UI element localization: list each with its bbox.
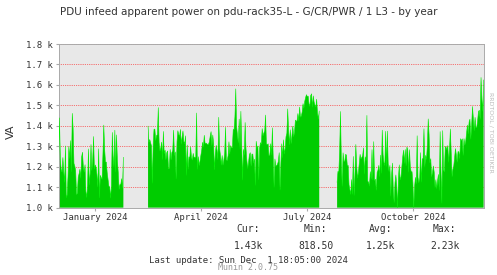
Text: 818.50: 818.50 — [298, 241, 333, 251]
Text: RRDTOOL / TOBI OETIKER: RRDTOOL / TOBI OETIKER — [489, 92, 494, 172]
Text: VA: VA — [6, 125, 16, 139]
Text: 1.43k: 1.43k — [234, 241, 263, 251]
Text: Max:: Max: — [433, 224, 457, 234]
Text: Cur:: Cur: — [237, 224, 260, 234]
Text: 1.25k: 1.25k — [365, 241, 395, 251]
Text: Avg:: Avg: — [368, 224, 392, 234]
Text: PDU infeed apparent power on pdu-rack35-L - G/CR/PWR / 1 L3 - by year: PDU infeed apparent power on pdu-rack35-… — [60, 7, 437, 17]
Text: Min:: Min: — [304, 224, 328, 234]
Text: Last update: Sun Dec  1 18:05:00 2024: Last update: Sun Dec 1 18:05:00 2024 — [149, 256, 348, 265]
Text: Munin 2.0.75: Munin 2.0.75 — [219, 263, 278, 272]
Text: 2.23k: 2.23k — [430, 241, 460, 251]
